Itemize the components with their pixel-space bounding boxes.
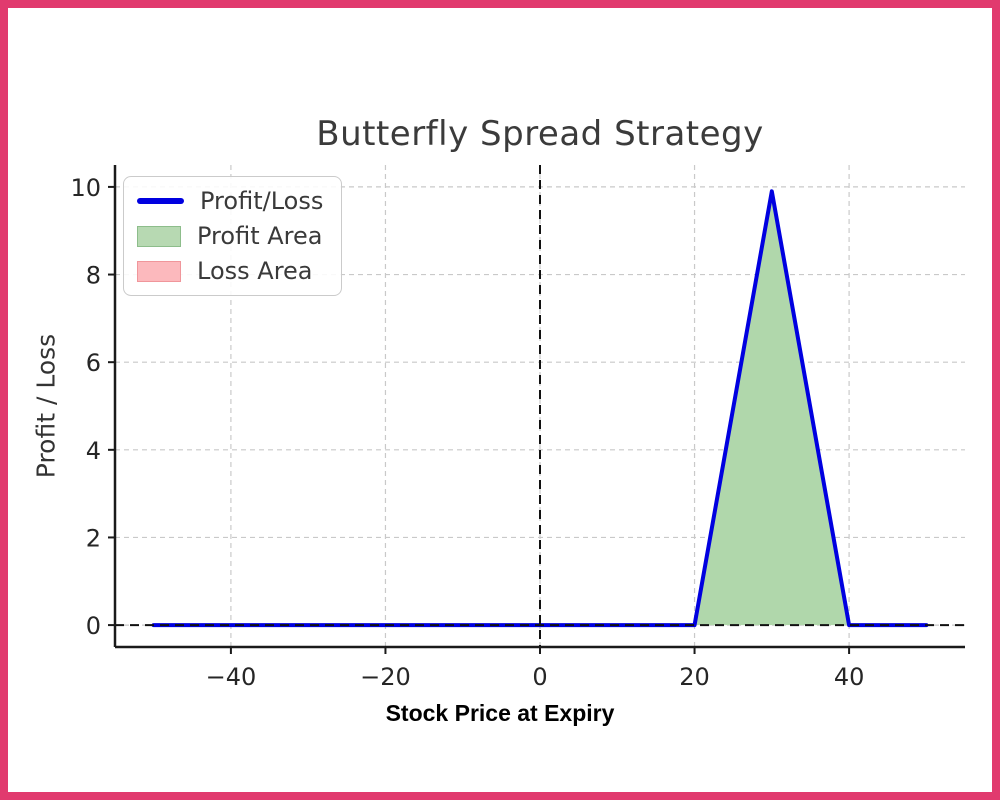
y-tick-label: 10 xyxy=(70,174,101,202)
x-tick-label: 40 xyxy=(834,663,865,691)
x-tick-label: −40 xyxy=(206,663,257,691)
y-tick-label: 0 xyxy=(86,612,101,640)
legend: Profit/Loss Profit Area Loss Area xyxy=(123,176,343,296)
legend-item: Profit Area xyxy=(137,222,323,250)
x-axis-label: Stock Price at Expiry xyxy=(385,700,615,726)
legend-label: Profit/Loss xyxy=(200,187,324,215)
legend-patch-swatch xyxy=(137,225,181,247)
legend-item: Loss Area xyxy=(137,257,323,285)
profit-area-fill xyxy=(694,191,850,626)
legend-patch-swatch xyxy=(137,260,181,282)
x-tick-label: 20 xyxy=(679,663,710,691)
x-tick-label: 0 xyxy=(532,663,547,691)
profit-loss-line xyxy=(151,189,929,628)
y-tick-label: 4 xyxy=(86,437,101,465)
legend-label: Profit Area xyxy=(197,222,323,250)
y-tick-label: 2 xyxy=(86,524,101,552)
chart-title: Butterfly Spread Strategy xyxy=(316,114,764,154)
y-tick-label: 8 xyxy=(86,262,101,290)
legend-line-swatch xyxy=(137,198,184,204)
legend-label: Loss Area xyxy=(197,257,313,285)
x-tick-label: −20 xyxy=(360,663,411,691)
y-axis-label: Profit / Loss xyxy=(31,333,61,479)
y-tick-label: 6 xyxy=(86,349,101,377)
legend-item: Profit/Loss xyxy=(137,187,323,215)
